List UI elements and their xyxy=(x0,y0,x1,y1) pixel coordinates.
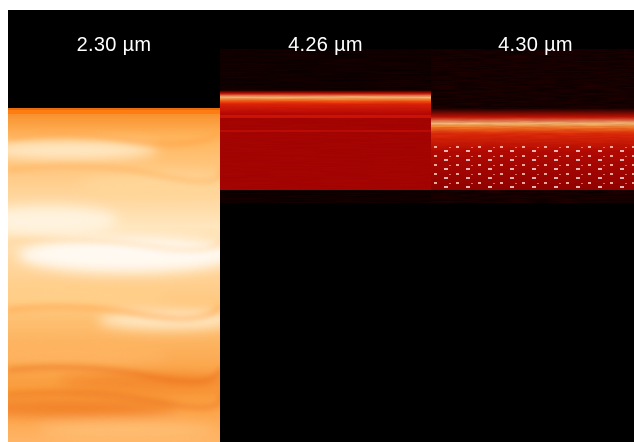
panel-label: 2.30 µm xyxy=(76,34,152,56)
panel-2-30-micron: 2.30 µm xyxy=(8,10,220,442)
panel-2-30-image xyxy=(8,10,220,442)
panel-4-26-image xyxy=(220,10,431,442)
panel-4-30-image xyxy=(431,10,634,442)
venus-limb-figure: 2.30 µm xyxy=(8,10,634,442)
panel-label: 4.30 µm xyxy=(498,34,573,56)
panel-4-30-micron: 4.30 µm xyxy=(431,10,634,442)
panel-label: 4.26 µm xyxy=(288,34,363,56)
panel-4-26-micron: 4.26 µm xyxy=(220,10,431,442)
